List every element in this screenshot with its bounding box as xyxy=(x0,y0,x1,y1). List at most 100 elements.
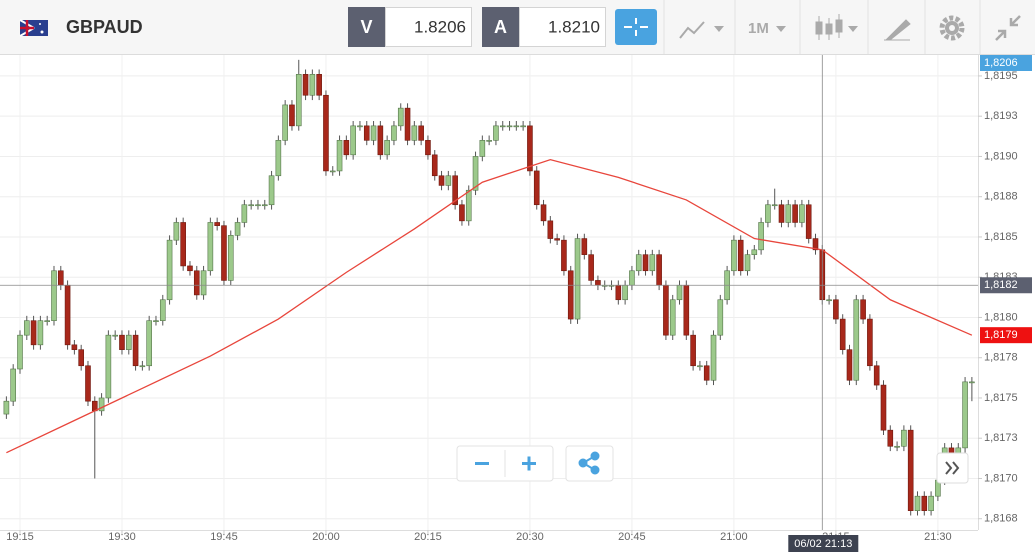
candle-body xyxy=(792,204,798,223)
candle-body xyxy=(295,74,302,127)
candle-body xyxy=(778,204,785,223)
candle-body xyxy=(255,204,261,207)
candle-body xyxy=(132,334,139,367)
candle-body xyxy=(153,320,159,322)
chart-type-button[interactable] xyxy=(679,21,724,39)
candle-body xyxy=(71,344,78,350)
candle-body xyxy=(316,74,322,96)
candle-body xyxy=(499,125,506,128)
candle-body xyxy=(921,495,928,511)
candle-body xyxy=(690,334,696,367)
candle-body xyxy=(275,140,282,177)
candle-body xyxy=(78,349,84,367)
candle-body xyxy=(554,238,560,241)
crosshair-button[interactable] xyxy=(615,9,657,45)
toolbar-separators xyxy=(663,0,981,54)
bid-box xyxy=(385,7,472,47)
candle-body xyxy=(676,284,683,301)
y-tick-label: 1,8185 xyxy=(984,231,1018,243)
candle-body xyxy=(57,270,64,286)
candle-body xyxy=(445,175,452,186)
candle-body xyxy=(234,222,241,236)
candle-body xyxy=(3,400,10,415)
candle-body xyxy=(44,320,50,322)
candle-body xyxy=(853,299,860,381)
zoom-in-button[interactable] xyxy=(522,456,536,471)
candle-body xyxy=(180,222,186,267)
candle-body xyxy=(85,365,91,402)
x-tick-label: 19:30 xyxy=(108,531,136,543)
candle-body xyxy=(336,140,343,172)
candle-body xyxy=(669,299,676,336)
candle-body xyxy=(717,299,724,336)
scroll-right-button[interactable] xyxy=(936,452,969,484)
candle-body xyxy=(758,222,764,251)
candle-body xyxy=(805,204,812,239)
candle-body xyxy=(289,104,295,127)
candle-body xyxy=(663,284,669,336)
candle-body xyxy=(268,175,275,206)
candle-body xyxy=(425,140,431,156)
candle-body xyxy=(493,125,499,141)
candle-body xyxy=(887,429,894,447)
candle-body xyxy=(894,445,900,448)
candle-body xyxy=(51,270,57,321)
draw-tool-button[interactable] xyxy=(884,19,911,41)
candle-body xyxy=(30,320,37,346)
candle-body xyxy=(459,204,465,222)
candle-body xyxy=(370,125,377,141)
crosshair-icon xyxy=(624,18,648,36)
candle-body xyxy=(710,334,717,381)
settings-button[interactable] xyxy=(939,15,965,41)
candle-body xyxy=(629,270,635,286)
candle-body xyxy=(642,254,649,272)
candle-body xyxy=(513,125,520,128)
candle-body xyxy=(431,154,438,177)
candle-body xyxy=(703,365,710,381)
candle-body xyxy=(357,125,363,128)
moving-average-tag-label: 1,8179 xyxy=(984,329,1018,341)
candle-body xyxy=(567,270,574,320)
candle-body xyxy=(146,320,152,367)
timeframe-button[interactable]: 1M xyxy=(748,20,769,37)
y-tick-label: 1,8170 xyxy=(984,472,1018,484)
candle-body xyxy=(839,318,846,350)
candle-body xyxy=(744,254,751,272)
ask-box xyxy=(519,7,606,47)
x-tick-label: 20:45 xyxy=(618,531,646,543)
candle-body xyxy=(173,222,180,241)
candle-body xyxy=(159,299,166,321)
candle-body xyxy=(418,125,424,141)
candle-body xyxy=(187,265,193,272)
candle-body xyxy=(397,107,404,127)
share-button[interactable] xyxy=(565,445,614,482)
x-tick-label: 21:30 xyxy=(924,531,952,543)
y-tick-label: 1,8175 xyxy=(984,392,1018,404)
candle-type-button[interactable] xyxy=(815,14,858,40)
candle-body xyxy=(615,284,622,301)
candle-body xyxy=(962,381,968,449)
candle-body xyxy=(860,299,866,320)
y-tick-label: 1,8180 xyxy=(984,311,1018,323)
candle-body xyxy=(826,299,832,302)
candle-body xyxy=(486,140,492,142)
candle-body xyxy=(323,94,329,172)
candle-body xyxy=(880,384,887,431)
candle-body xyxy=(214,222,220,226)
y-tick-label: 1,8168 xyxy=(984,513,1018,525)
candle-body xyxy=(350,125,356,156)
moving-average-line xyxy=(6,158,973,454)
ask-button[interactable] xyxy=(482,7,519,47)
candle-body xyxy=(683,284,690,336)
bid-label: V xyxy=(360,17,372,37)
candle-body xyxy=(23,320,30,336)
bid-button[interactable] xyxy=(348,7,385,47)
timeframe-caret xyxy=(776,26,786,32)
y-tick-label: 1,8193 xyxy=(984,110,1018,122)
candle-body xyxy=(622,284,628,301)
candle-body xyxy=(635,254,642,272)
zoom-controls xyxy=(456,445,969,484)
symbol: GBPAUD xyxy=(66,17,143,37)
collapse-button[interactable] xyxy=(995,15,1021,41)
